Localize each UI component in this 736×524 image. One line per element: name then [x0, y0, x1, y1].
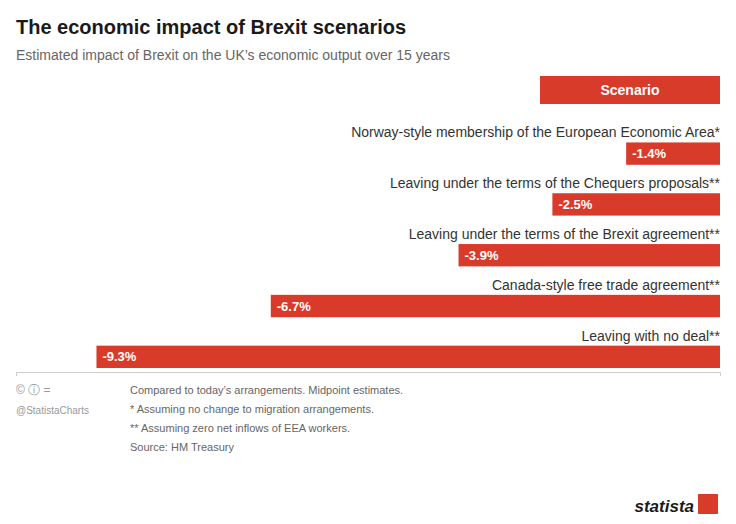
footer-note: Compared to today’s arrangements. Midpoi…	[130, 384, 403, 396]
bar	[96, 346, 720, 368]
category-label: Canada-style free trade agreement**	[492, 277, 721, 293]
bar	[459, 244, 720, 266]
footer-note: * Assuming no change to migration arrang…	[130, 403, 374, 415]
x-axis-line	[17, 373, 721, 377]
subtitle: Estimated impact of Brexit on the UK’s e…	[16, 47, 450, 63]
header-label: Scenario	[600, 82, 659, 98]
category-label: Leaving with no deal**	[581, 328, 720, 344]
data-label: -3.9%	[465, 248, 499, 263]
license-icons: © ⓘ =	[16, 383, 51, 397]
title: The economic impact of Brexit scenarios	[16, 16, 406, 38]
category-label: Norway-style membership of the European …	[351, 124, 720, 140]
category-label: Leaving under the terms of the Chequers …	[390, 175, 721, 191]
labels: Norway-style membership of the European …	[102, 124, 720, 364]
data-label: -1.4%	[632, 146, 666, 161]
bar	[552, 193, 720, 215]
bar	[626, 142, 720, 164]
logo-icon	[698, 494, 718, 514]
data-label: -6.7%	[277, 299, 311, 314]
data-label: -9.3%	[102, 349, 136, 364]
bar	[271, 295, 720, 317]
category-label: Leaving under the terms of the Brexit ag…	[409, 226, 721, 242]
logo-text: statista	[634, 497, 694, 516]
footer-note: ** Assuming zero net inflows of EEA work…	[130, 422, 350, 434]
chart: The economic impact of Brexit scenarios E…	[0, 0, 736, 524]
header-box	[540, 76, 720, 104]
x-axis	[17, 373, 721, 377]
bars	[96, 142, 720, 368]
data-label: -2.5%	[558, 197, 592, 212]
source: Source: HM Treasury	[130, 441, 234, 453]
handle: @StatistaCharts	[16, 405, 89, 416]
